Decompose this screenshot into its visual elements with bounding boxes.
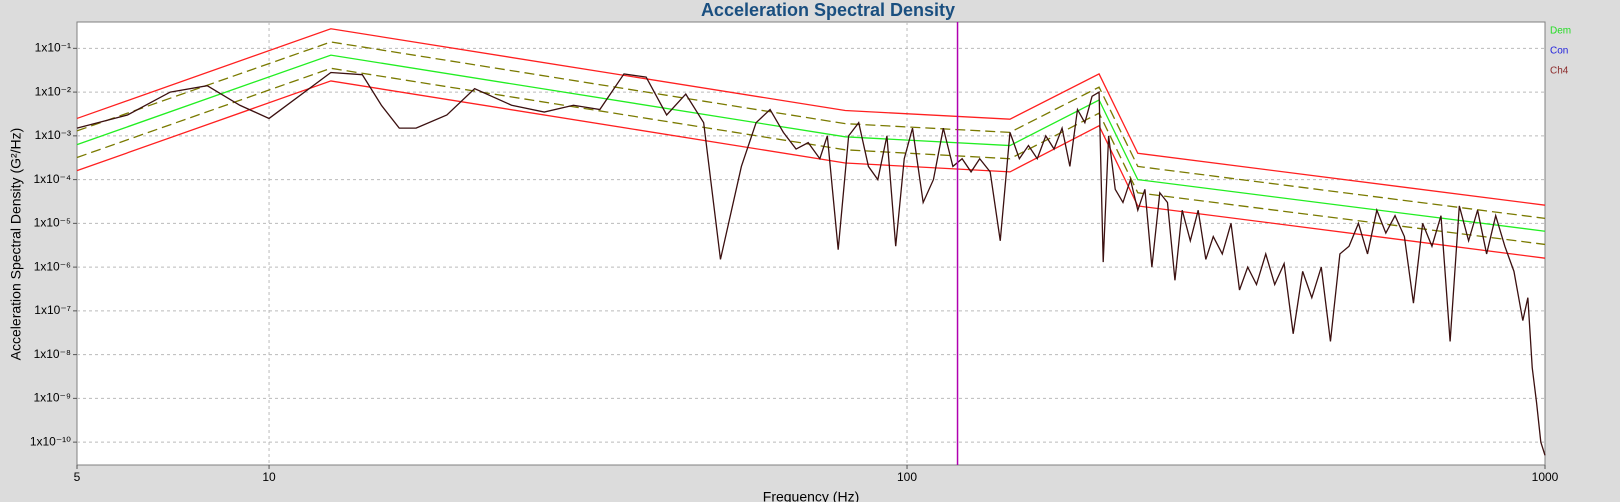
series-line	[76, 71, 1546, 456]
x-tick-label: 10	[262, 470, 276, 484]
y-tick-label: 1x10⁻⁶	[34, 259, 71, 273]
y-axis-label: Acceleration Spectral Density (G²/Hz)	[8, 128, 24, 361]
y-tick-label: 1x10⁻⁹	[34, 391, 72, 405]
chart-title: Acceleration Spectral Density	[701, 0, 955, 20]
plot-area	[76, 21, 1546, 466]
legend-label: Dem	[1550, 26, 1571, 37]
x-axis-label: Frequency (Hz)	[763, 489, 859, 502]
series-line	[76, 80, 1546, 259]
y-tick-label: 1x10⁻⁵	[34, 216, 71, 230]
series-line	[76, 67, 1546, 246]
y-tick-label: 1x10⁻¹⁰	[30, 434, 71, 448]
y-tick-label: 1x10⁻²	[35, 84, 71, 98]
y-tick-label: 1x10⁻⁴	[33, 172, 71, 186]
y-tick-label: 1x10⁻⁷	[34, 303, 71, 317]
y-tick-label: 1x10⁻³	[35, 128, 71, 142]
x-tick-label: 1000	[1532, 470, 1559, 484]
x-tick-label: 100	[897, 470, 917, 484]
legend-label: Ch4	[1550, 66, 1569, 77]
series-line	[76, 28, 1546, 206]
y-tick-label: 1x10⁻¹	[35, 41, 71, 55]
legend-label: Con	[1550, 46, 1568, 57]
series-line	[76, 54, 1546, 232]
y-tick-label: 1x10⁻⁸	[34, 347, 71, 361]
x-tick-label: 5	[74, 470, 81, 484]
